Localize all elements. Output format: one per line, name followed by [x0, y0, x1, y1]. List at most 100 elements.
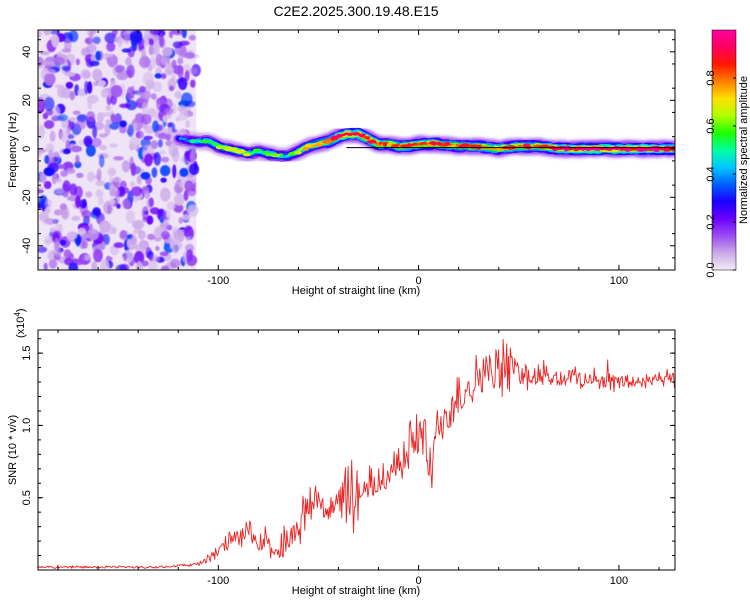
noise-blob [60, 170, 68, 177]
noise-blob [184, 180, 194, 192]
noise-blob [177, 105, 186, 112]
noise-blob [44, 207, 51, 214]
spectrogram-y-tick-label: -20 [21, 189, 33, 205]
colorbar-tick-label: 0.4 [705, 166, 717, 181]
noise-blob [98, 196, 104, 206]
noise-blob [72, 110, 81, 116]
noise-blob [160, 165, 171, 177]
noise-blob [109, 121, 120, 130]
noise-blob [129, 181, 136, 188]
noise-blob [160, 73, 167, 80]
snr-series [38, 338, 675, 569]
colorbar: 0.0 0.2 0.4 0.6 0.8 Normalized spectral ampl… [705, 29, 750, 278]
ridge-peak [460, 143, 467, 148]
ridge-peak [400, 144, 410, 148]
spectrogram-x-tick-label: 0 [416, 275, 422, 287]
noise-blob [81, 210, 92, 219]
ridge-peak [215, 145, 223, 150]
ridge-peak [302, 147, 309, 151]
noise-blob [136, 174, 142, 185]
ridge-peak [189, 139, 196, 144]
noise-blob [64, 38, 72, 52]
noise-blob [53, 209, 63, 216]
noise-blob [83, 135, 93, 147]
noise-blob [138, 86, 146, 93]
noise-blob [105, 256, 113, 262]
noise-blob [171, 148, 180, 163]
noise-blob [113, 156, 125, 161]
noise-blob [125, 57, 132, 66]
noise-blob [138, 239, 149, 250]
noise-blob [107, 54, 118, 68]
noise-blob [86, 171, 95, 182]
spectrogram-ticks: -100 0 100 -40 -20 0 20 40 [21, 30, 675, 287]
noise-blob [114, 65, 124, 74]
noise-blob [99, 144, 107, 151]
noise-blob [43, 262, 48, 270]
noise-blob [158, 33, 165, 47]
noise-blob [57, 85, 66, 99]
noise-blob [149, 30, 159, 35]
spectrogram-x-axis-label: Height of straight line (km) [292, 285, 420, 297]
noise-blob [172, 164, 177, 179]
snr-scale-label: (x104) [13, 308, 27, 338]
noise-blob [84, 80, 89, 95]
noise-blob [44, 72, 56, 86]
snr-line [38, 338, 675, 569]
noise-blob [121, 160, 131, 173]
noise-blob [184, 52, 196, 59]
noise-blob [166, 201, 176, 210]
snr-panel: -100 0 100 0.5 1.0 1.5 Height of straight lin… [7, 308, 676, 597]
noise-blob [160, 54, 171, 66]
noise-blob [59, 203, 67, 211]
ridge-layer [170, 125, 675, 165]
noise-blob [87, 99, 93, 110]
noise-blob [85, 144, 96, 157]
noise-blob [177, 64, 184, 79]
spectrogram-y-tick-label: 0 [21, 146, 33, 152]
noise-blob [151, 93, 157, 100]
noise-blob [75, 195, 81, 209]
noise-blob [152, 81, 163, 93]
noise-blob [143, 190, 150, 199]
snr-ticks: -100 0 100 0.5 1.0 1.5 [21, 330, 675, 587]
noise-blob [80, 69, 91, 80]
noise-blob [179, 167, 189, 178]
noise-blob [48, 148, 54, 161]
noise-blob [188, 34, 196, 41]
noise-blob [138, 230, 146, 240]
noise-blob [96, 168, 102, 182]
noise-blob [109, 198, 116, 205]
noise-blob [109, 143, 119, 148]
ridge-peak [288, 152, 296, 156]
ridge-peak [636, 148, 646, 152]
ridge-peak [272, 153, 278, 157]
noise-blob [76, 172, 84, 178]
noise-blob [104, 122, 111, 136]
noise-blob [57, 114, 68, 122]
colorbar-tick-label: 0.2 [705, 214, 717, 229]
noise-blob [95, 189, 104, 198]
noise-blob [142, 144, 154, 157]
ridge-peak [238, 149, 245, 153]
noise-blob [54, 187, 66, 195]
noise-blob [140, 171, 151, 180]
noise-blob [144, 153, 153, 167]
noise-blob [88, 60, 100, 67]
noise-blob [135, 261, 143, 270]
noise-blob [38, 189, 44, 194]
noise-blob [121, 48, 132, 53]
ridge-peak [391, 144, 399, 148]
noise-blob [155, 53, 163, 67]
ridge-peak [444, 141, 451, 146]
noise-blob [168, 85, 175, 92]
spectrogram-panel: -100 0 100 -40 -20 0 20 40 Height of straight l… [7, 29, 676, 297]
noise-blob [114, 113, 122, 124]
noise-blob [146, 215, 154, 225]
noise-blob [116, 72, 128, 81]
ridge-peak [304, 143, 313, 148]
noise-blob [75, 58, 80, 66]
snr-x-axis-label: Height of straight line (km) [292, 585, 420, 597]
noise-blob [54, 178, 63, 184]
